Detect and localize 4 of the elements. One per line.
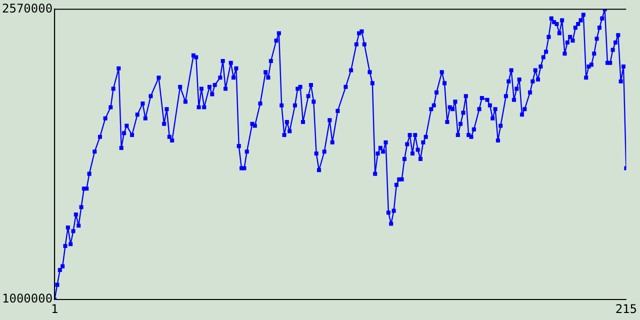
x-tick-label: 1 (50, 302, 58, 316)
x-tick-label: 215 (615, 302, 638, 316)
y-tick-label: 1000000 (2, 292, 53, 306)
y-tick-label: 2570000 (2, 1, 53, 16)
